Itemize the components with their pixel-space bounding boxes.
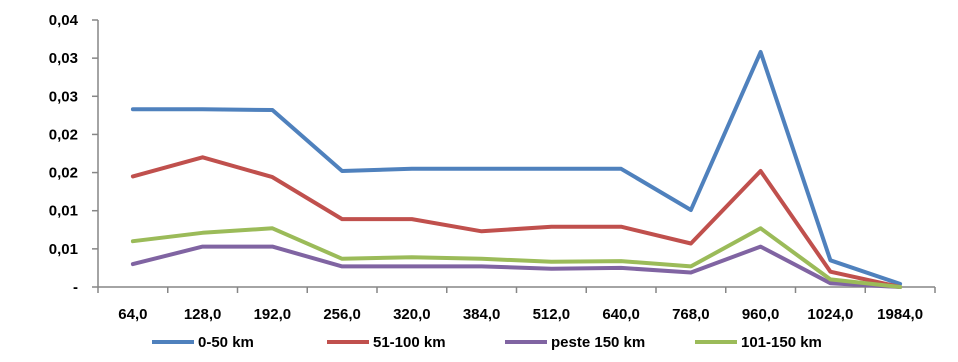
y-tick-label: - xyxy=(73,279,78,296)
x-tick-label: 640,0 xyxy=(602,306,640,323)
series-lines xyxy=(130,50,903,289)
y-tick-label: 0,03 xyxy=(49,88,78,105)
x-tick-label: 192,0 xyxy=(254,306,292,323)
legend-label: 0-50 km xyxy=(198,334,254,351)
series-line-1 xyxy=(130,155,903,289)
x-tick-label: 256,0 xyxy=(323,306,361,323)
y-tick-label: 0,03 xyxy=(49,50,78,67)
legend-label: 101-150 km xyxy=(741,334,822,351)
x-tick-label: 1024,0 xyxy=(807,306,853,323)
x-tick-label: 1984,0 xyxy=(877,306,923,323)
y-tick-label: 0,04 xyxy=(49,12,79,29)
y-tick-label: 0,02 xyxy=(49,165,78,182)
y-tick-label: 0,02 xyxy=(49,126,78,143)
series-line-2 xyxy=(130,244,903,289)
x-tick-label: 384,0 xyxy=(463,306,501,323)
x-tick-label: 768,0 xyxy=(672,306,710,323)
legend: 0-50 km 51-100 km peste 150 km 101-150 km xyxy=(152,334,822,351)
y-tick-label: 0,01 xyxy=(49,241,78,258)
x-tick-label: 960,0 xyxy=(742,306,780,323)
series-line-0 xyxy=(130,50,903,286)
x-tick-label: 512,0 xyxy=(533,306,571,323)
y-axis-ticks: - 0,01 0,01 0,02 0,02 0,03 0,03 0,04 xyxy=(49,12,98,296)
x-axis-ticks: 64,0 128,0 192,0 256,0 320,0 384,0 512,0 640,0 7… xyxy=(97,287,936,323)
series-line-3 xyxy=(130,226,903,289)
legend-label: 51-100 km xyxy=(373,334,446,351)
y-tick-label: 0,01 xyxy=(49,203,78,220)
x-tick-label: 128,0 xyxy=(184,306,222,323)
legend-label: peste 150 km xyxy=(551,334,645,351)
x-tick-label: 64,0 xyxy=(118,306,147,323)
x-tick-label: 320,0 xyxy=(393,306,431,323)
